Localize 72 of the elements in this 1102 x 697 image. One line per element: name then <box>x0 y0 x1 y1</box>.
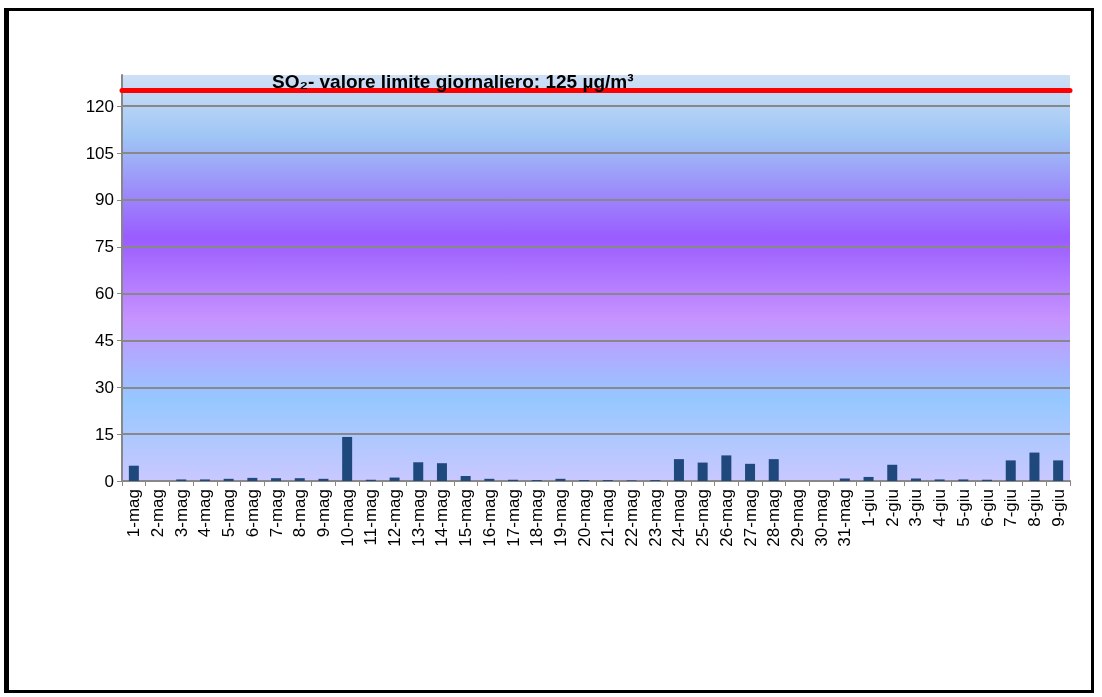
bar <box>484 478 495 481</box>
x-tick-label: 4-giu <box>930 489 950 527</box>
bar <box>223 478 234 481</box>
x-tick-label: 2-mag <box>148 489 168 538</box>
x-tick-label: 5-mag <box>219 489 239 538</box>
bar <box>318 478 329 481</box>
x-tick-label: 18-mag <box>527 489 547 547</box>
x-tick-label: 4-mag <box>195 489 215 538</box>
bar <box>1053 460 1064 481</box>
bar <box>673 459 684 481</box>
x-tick-label: 10-mag <box>337 489 357 547</box>
x-tick-label: 8-mag <box>290 489 310 538</box>
x-tick-label: 25-mag <box>693 489 713 547</box>
x-tick-label: 9-giu <box>1048 489 1068 527</box>
x-tick-label: 1-mag <box>124 489 144 538</box>
x-tick-label: 15-mag <box>456 489 476 547</box>
y-tick-label: 90 <box>95 190 114 210</box>
bar <box>413 462 424 481</box>
x-tick-label: 23-mag <box>645 489 665 547</box>
x-tick-label: 6-giu <box>977 489 997 527</box>
x-tick-label: 7-giu <box>1001 489 1021 527</box>
y-tick-label: 75 <box>95 237 114 257</box>
bar <box>697 462 708 481</box>
y-tick-label: 105 <box>85 143 114 163</box>
y-tick-label: 15 <box>95 424 114 444</box>
x-tick-label: 1-giu <box>859 489 879 527</box>
x-tick-label: 20-mag <box>574 489 594 547</box>
x-tick-label: 26-mag <box>716 489 736 547</box>
bar <box>863 476 874 481</box>
x-tick-label: 28-mag <box>764 489 784 547</box>
x-tick-label: 5-giu <box>953 489 973 527</box>
x-tick-label: 17-mag <box>503 489 523 547</box>
bar <box>1005 460 1016 481</box>
x-tick-label: 14-mag <box>432 489 452 547</box>
y-tick-label: 0 <box>104 471 114 491</box>
bar <box>436 463 447 481</box>
x-tick-label: 16-mag <box>479 489 499 547</box>
x-tick-label: 29-mag <box>787 489 807 547</box>
x-tick-label: 6-mag <box>242 489 262 538</box>
y-tick-label: 120 <box>85 96 114 116</box>
y-tick-label: 60 <box>95 284 114 304</box>
bar <box>342 436 353 481</box>
bar <box>768 459 779 481</box>
x-tick-label: 24-mag <box>669 489 689 547</box>
bar <box>271 478 282 481</box>
y-tick-label: 45 <box>95 330 114 350</box>
x-tick-label: 3-giu <box>906 489 926 527</box>
x-tick-label: 22-mag <box>622 489 642 547</box>
bar <box>128 465 139 481</box>
x-tick-label: 12-mag <box>385 489 405 547</box>
bar <box>745 463 756 481</box>
x-tick-label: 19-mag <box>550 489 570 547</box>
x-tick-label: 9-mag <box>313 489 333 538</box>
x-tick-label: 3-mag <box>171 489 191 538</box>
bar <box>1029 452 1040 481</box>
bar <box>294 478 305 481</box>
x-tick-label: 11-mag <box>361 489 381 546</box>
x-tick-label: 27-mag <box>740 489 760 547</box>
bar <box>247 477 258 481</box>
y-tick-label: 30 <box>95 377 114 397</box>
bar <box>721 455 732 481</box>
x-tick-label: 2-giu <box>882 489 902 527</box>
x-tick-label: 13-mag <box>408 489 428 547</box>
x-tick-label: 30-mag <box>811 489 831 547</box>
bar <box>460 476 471 481</box>
x-tick-label: 31-mag <box>835 489 855 547</box>
ref-line-label: SO₂- valore limite giornaliero: 125 µg/m³ <box>272 70 634 92</box>
x-tick-label: 8-giu <box>1024 489 1044 527</box>
x-tick-label: 7-mag <box>266 489 286 538</box>
x-tick-label: 21-mag <box>598 489 618 547</box>
bar <box>887 464 898 481</box>
bar <box>555 478 566 481</box>
